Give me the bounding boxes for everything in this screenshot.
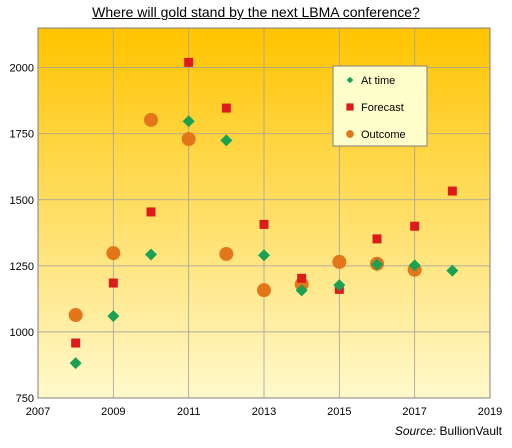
forecast-point bbox=[221, 103, 231, 113]
x-tick-label: 2017 bbox=[402, 406, 426, 418]
y-tick-label: 750 bbox=[16, 393, 34, 405]
outcome-point bbox=[332, 254, 347, 269]
outcome-point bbox=[257, 283, 271, 298]
outcome-point bbox=[68, 308, 83, 323]
legend-label: Forecast bbox=[361, 102, 404, 114]
at-time-point bbox=[295, 284, 308, 297]
at-time-point bbox=[220, 134, 233, 147]
forecast-point bbox=[372, 234, 382, 244]
plot-border bbox=[37, 27, 491, 399]
outcome-point bbox=[181, 132, 196, 146]
forecast-point bbox=[108, 278, 118, 288]
outcome-point bbox=[219, 246, 234, 261]
outcome-point bbox=[106, 246, 121, 261]
forecast-point bbox=[259, 219, 269, 229]
chart-title: Where will gold stand by the next LBMA c… bbox=[92, 4, 420, 20]
y-tick-label: 1750 bbox=[10, 129, 34, 141]
at-time-point bbox=[69, 357, 82, 370]
forecast-point bbox=[297, 273, 307, 283]
x-tick-label: 2019 bbox=[478, 406, 502, 418]
at-time-point bbox=[408, 259, 421, 272]
x-tick-label: 2007 bbox=[26, 406, 50, 418]
legend-label: At time bbox=[361, 75, 395, 87]
forecast-point bbox=[71, 338, 81, 348]
at-time-point bbox=[446, 264, 459, 277]
x-tick-label: 2009 bbox=[101, 406, 125, 418]
x-tick-label: 2013 bbox=[252, 406, 276, 418]
at-time-point bbox=[107, 310, 120, 323]
at-time-point bbox=[145, 248, 157, 261]
legend-marker bbox=[346, 130, 354, 138]
source-name: BullionVault bbox=[439, 424, 502, 438]
y-tick-label: 2000 bbox=[10, 63, 34, 75]
at-time-point bbox=[182, 115, 195, 128]
forecast-point bbox=[410, 221, 420, 231]
legend-label: Outcome bbox=[361, 129, 406, 141]
forecast-point bbox=[184, 57, 194, 67]
legend-marker bbox=[346, 76, 354, 84]
forecast-point bbox=[447, 186, 457, 196]
y-tick-label: 1250 bbox=[10, 261, 34, 273]
at-time-point bbox=[371, 258, 383, 271]
forecast-point bbox=[146, 207, 156, 217]
legend-marker bbox=[346, 103, 354, 111]
y-tick-label: 1500 bbox=[10, 195, 34, 207]
outcome-point bbox=[144, 112, 158, 127]
at-time-point bbox=[258, 249, 270, 262]
x-tick-label: 2011 bbox=[177, 406, 201, 418]
source-credit: Source: BullionVault bbox=[395, 424, 502, 438]
x-tick-label: 2015 bbox=[327, 406, 351, 418]
y-tick-label: 1000 bbox=[10, 327, 34, 339]
source-prefix: Source: bbox=[394, 424, 437, 438]
at-time-point bbox=[333, 279, 346, 292]
